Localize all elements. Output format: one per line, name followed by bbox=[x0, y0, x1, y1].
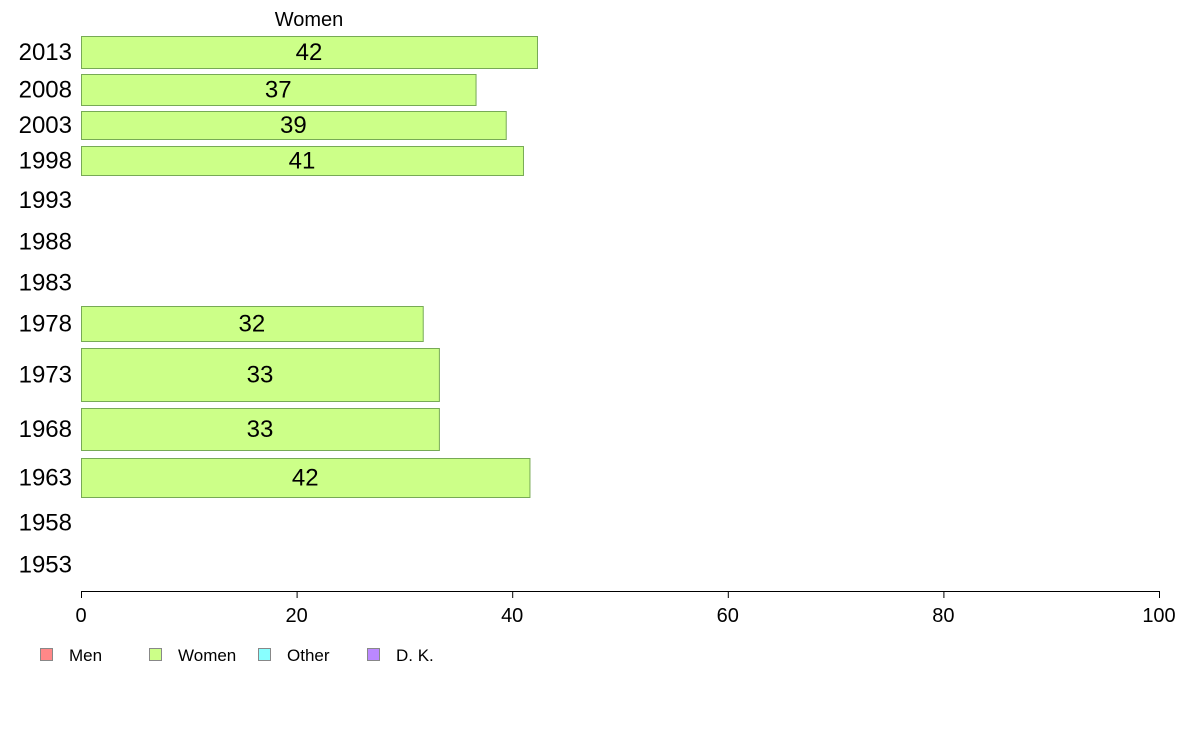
legend-swatch bbox=[40, 648, 53, 661]
category-labels: 2013 2008 2003 1998 1993 1988 1983 1978 1973 1968… bbox=[19, 39, 72, 579]
chart-title: Women bbox=[275, 9, 344, 31]
category-label: 1963 bbox=[19, 465, 72, 492]
category-label: 1968 bbox=[19, 416, 72, 443]
bar-value-label: 42 bbox=[292, 465, 319, 492]
x-tick-label: 60 bbox=[717, 605, 739, 627]
bar-value-label: 33 bbox=[247, 416, 274, 443]
bar bbox=[81, 306, 424, 342]
category-label: 1953 bbox=[19, 552, 72, 579]
bar bbox=[81, 348, 440, 402]
bar-value-label: 42 bbox=[296, 39, 323, 66]
x-tick-label: 40 bbox=[501, 605, 523, 627]
legend-label: Men bbox=[69, 646, 102, 665]
bar-value-label: 37 bbox=[265, 77, 292, 104]
category-label: 1983 bbox=[19, 270, 72, 297]
legend-swatch bbox=[149, 648, 162, 661]
category-label: 2008 bbox=[19, 77, 72, 104]
legend: Men Women Other D. K. bbox=[40, 646, 434, 665]
category-label: 1988 bbox=[19, 229, 72, 256]
legend-swatch bbox=[258, 648, 271, 661]
category-label: 1993 bbox=[19, 187, 72, 214]
bar bbox=[81, 408, 440, 451]
x-axis: 0 20 40 60 80 100 bbox=[75, 591, 1176, 627]
bar-value-label: 33 bbox=[247, 362, 274, 389]
bar bbox=[81, 146, 524, 176]
x-tick-label: 0 bbox=[75, 605, 86, 627]
category-label: 2013 bbox=[19, 39, 72, 66]
bar-value-label: 39 bbox=[280, 112, 307, 139]
legend-label: D. K. bbox=[396, 646, 434, 665]
bar bbox=[81, 458, 531, 498]
x-tick-label: 20 bbox=[285, 605, 307, 627]
x-tick-label: 80 bbox=[932, 605, 954, 627]
bar-value-label: 32 bbox=[239, 311, 266, 338]
category-label: 2003 bbox=[19, 112, 72, 139]
legend-label: Women bbox=[178, 646, 236, 665]
category-label: 1958 bbox=[19, 510, 72, 537]
x-tick-label: 100 bbox=[1142, 605, 1175, 627]
bar bbox=[81, 74, 477, 106]
category-label: 1973 bbox=[19, 362, 72, 389]
legend-swatch bbox=[367, 648, 380, 661]
category-label: 1998 bbox=[19, 148, 72, 175]
category-label: 1978 bbox=[19, 311, 72, 338]
bar-value-label: 41 bbox=[289, 148, 316, 175]
bar bbox=[81, 111, 507, 140]
legend-label: Other bbox=[287, 646, 330, 665]
bar bbox=[81, 36, 538, 69]
